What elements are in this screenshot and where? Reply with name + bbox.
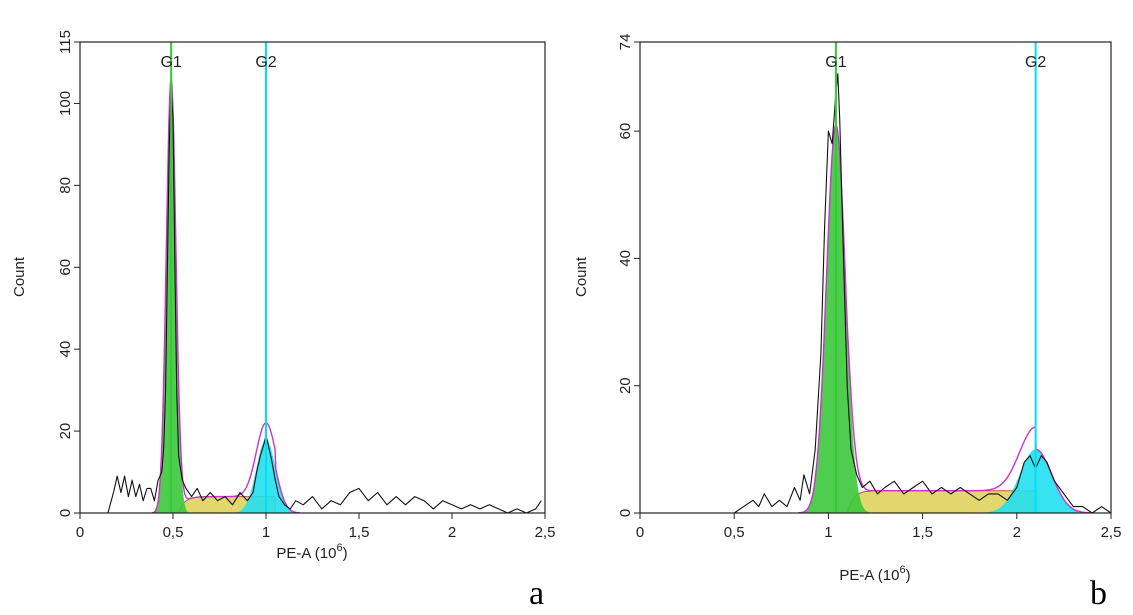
axis-ticks-a: 0 0,5 1 1,5 2 2,5 0 20 40 60 80 100 115 <box>57 30 555 541</box>
x-tick-label-a: 0 <box>76 524 84 541</box>
axis-ticks-b: 0 0,5 1 1,5 2 2,5 0 20 40 60 74 <box>617 34 1121 541</box>
y-tick-label-a: 100 <box>57 91 74 116</box>
gate-label-g2-a: G2 <box>255 54 276 71</box>
x-tick-label-a: 1 <box>262 524 270 541</box>
plot-frame-b <box>639 41 1112 514</box>
gate-label-g2-b: G2 <box>1025 54 1046 71</box>
x-tick-label-b: 1,5 <box>912 524 933 541</box>
gate-label-g1-a: G1 <box>160 54 181 71</box>
y-axis-label-b: Count <box>573 256 590 297</box>
chart-panel-b: G1 G2 0 0,5 1 1,5 2 2,5 0 20 40 60 74 Count PE-A (1… <box>573 34 1121 612</box>
y-tick-label-b: 0 <box>617 509 634 517</box>
y-tick-label-b: 60 <box>617 123 634 140</box>
y-tick-label-a: 0 <box>57 509 74 517</box>
y-tick-label-a: 60 <box>57 259 74 276</box>
y-tick-label-b: 74 <box>617 34 634 51</box>
panel-label-b: b <box>1090 575 1107 612</box>
y-tick-label-b: 40 <box>617 250 634 267</box>
x-axis-label-a: PE-A (106) <box>276 542 347 562</box>
plot-area-b: G1 G2 <box>733 42 1112 514</box>
chart-panel-a: G1 G2 0 0,5 1 1,5 2 2,5 0 20 40 60 80 100 115 Count P… <box>11 30 555 612</box>
y-axis-label-a: Count <box>11 256 28 297</box>
gate-label-g1-b: G1 <box>825 54 846 71</box>
x-tick-label-b: 0,5 <box>724 524 745 541</box>
panel-label-a: a <box>529 575 544 612</box>
histogram-line-b <box>733 73 1112 514</box>
x-tick-label-b: 2,5 <box>1101 524 1122 541</box>
plot-frame-a <box>79 41 546 514</box>
plot-area-a: G1 G2 <box>107 42 542 514</box>
y-tick-label-a: 20 <box>57 423 74 440</box>
x-tick-label-b: 2 <box>1013 524 1021 541</box>
y-tick-label-a: 40 <box>57 341 74 358</box>
model-fit-line-b <box>798 123 1092 514</box>
x-tick-label-a: 1,5 <box>349 524 370 541</box>
x-tick-label-a: 2 <box>448 524 456 541</box>
x-tick-label-a: 2,5 <box>535 524 556 541</box>
x-tick-label-b: 1 <box>824 524 832 541</box>
x-tick-label-a: 0,5 <box>163 524 184 541</box>
y-tick-label-b: 20 <box>617 377 634 394</box>
y-tick-label-a: 115 <box>57 30 74 54</box>
histogram-line-a <box>107 86 542 514</box>
x-axis-label-b: PE-A (106) <box>839 564 910 584</box>
y-tick-label-a: 80 <box>57 177 74 194</box>
x-tick-label-b: 0 <box>636 524 644 541</box>
